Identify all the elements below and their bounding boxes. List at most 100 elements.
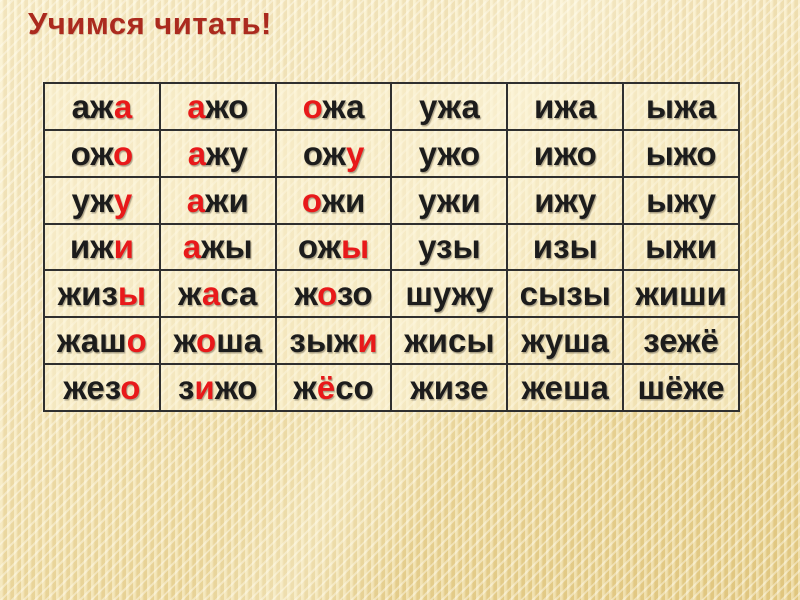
syllable-segment: иж xyxy=(69,228,114,266)
syllable-segment: о xyxy=(112,134,134,172)
syllable-cell: зижо xyxy=(158,363,277,412)
syllable-segment: а xyxy=(201,275,221,313)
syllable-segment: шёже xyxy=(637,369,725,407)
syllable-segment: а xyxy=(182,228,202,266)
syllable-segment: сызы xyxy=(519,275,611,313)
syllable-segment: со xyxy=(335,369,374,407)
syllable-segment: ж xyxy=(294,275,318,313)
syllable-segment: ы xyxy=(341,228,370,266)
syllable-table: ажа ажо ожа ужа ижа ыжа ожо ажу ожу ужо ижо ыжо ужу а… xyxy=(43,82,740,412)
table-row: ижи ажы ожы узы изы ыжи xyxy=(43,222,740,272)
syllable-segment: жи xyxy=(205,181,249,219)
syllable-segment: о xyxy=(301,181,322,219)
syllable-cell: ижи xyxy=(43,222,161,272)
syllable-cell: ужо xyxy=(390,128,509,178)
syllable-cell: ожы xyxy=(274,222,393,272)
syllable-cell: ыжу xyxy=(622,175,740,225)
syllable-cell: жиши xyxy=(622,269,740,319)
syllable-segment: о xyxy=(126,322,147,360)
table-row: жезо зижо жёсо жизе жеша шёже xyxy=(43,363,740,412)
syllable-segment: жуша xyxy=(521,322,610,360)
syllable-segment: о xyxy=(196,322,217,360)
syllable-segment: а xyxy=(187,87,206,125)
syllable-cell: ажа xyxy=(43,82,161,131)
syllable-segment: о xyxy=(302,87,323,125)
syllable-cell: изы xyxy=(506,222,625,272)
syllable-segment: узы xyxy=(418,228,481,266)
syllable-segment: жи xyxy=(321,181,366,219)
syllable-segment: изы xyxy=(532,228,598,266)
syllable-segment: а xyxy=(113,87,133,125)
syllable-segment: жы xyxy=(201,228,253,266)
syllable-cell: жизы xyxy=(43,269,161,319)
syllable-cell: ижа xyxy=(506,82,625,131)
syllable-cell: ужу xyxy=(43,175,161,225)
table-row: ожо ажу ожу ужо ижо ыжо xyxy=(43,128,740,178)
syllable-segment: ё xyxy=(316,369,336,407)
syllable-segment: шужу xyxy=(405,275,494,313)
syllable-segment: а xyxy=(186,181,206,219)
syllable-segment: ижо xyxy=(533,134,597,172)
syllable-segment: и xyxy=(113,228,134,266)
syllable-segment: жаш xyxy=(56,322,127,360)
syllable-cell: ожу xyxy=(274,128,393,178)
table-row: жашо жоша зыжи жисы жуша зежё xyxy=(43,316,740,366)
syllable-segment: о xyxy=(120,369,141,407)
syllable-segment: жисы xyxy=(404,322,495,360)
syllable-segment: жо xyxy=(205,87,249,125)
syllable-cell: ожо xyxy=(43,128,161,178)
syllable-segment: ож xyxy=(297,228,342,266)
syllable-cell: жаса xyxy=(158,269,277,319)
syllable-cell: ыжа xyxy=(622,82,740,131)
syllable-segment: ож xyxy=(302,134,346,172)
syllable-cell: жеша xyxy=(506,363,625,412)
syllable-segment: ужа xyxy=(418,87,480,125)
table-row: жизы жаса жозо шужу сызы жиши xyxy=(43,269,740,319)
syllable-segment: у xyxy=(345,134,365,172)
table-row: ужу ажи ожи ужи ижу ыжу xyxy=(43,175,740,225)
syllable-cell: зыжи xyxy=(274,316,393,366)
syllable-cell: жуша xyxy=(506,316,625,366)
syllable-segment: и xyxy=(194,369,215,407)
syllable-cell: ыжо xyxy=(622,128,740,178)
syllable-cell: жоша xyxy=(158,316,277,366)
syllable-segment: зежё xyxy=(643,322,719,360)
syllable-cell: ожи xyxy=(274,175,393,225)
syllable-segment: жо xyxy=(214,369,258,407)
syllable-segment: ижу xyxy=(534,181,597,219)
syllable-cell: зежё xyxy=(622,316,740,366)
syllable-segment: зыж xyxy=(289,322,358,360)
syllable-segment: о xyxy=(317,275,337,313)
syllable-segment: жиши xyxy=(635,275,727,313)
syllable-segment: ж xyxy=(173,322,197,360)
syllable-segment: са xyxy=(220,275,258,313)
syllable-segment: ж xyxy=(178,275,202,313)
syllable-segment: ыжи xyxy=(645,228,717,266)
syllable-table-body: ажа ажо ожа ужа ижа ыжа ожо ажу ожу ужо ижо ыжо ужу а… xyxy=(43,82,740,412)
syllable-segment: ужи xyxy=(418,181,481,219)
syllable-segment: ыжо xyxy=(645,134,717,172)
syllable-cell: сызы xyxy=(506,269,625,319)
table-row: ажа ажо ожа ужа ижа ыжа xyxy=(43,82,740,131)
syllable-segment: аж xyxy=(71,87,114,125)
syllable-cell: жисы xyxy=(390,316,509,366)
syllable-cell: жизе xyxy=(390,363,509,412)
syllable-segment: ижа xyxy=(534,87,597,125)
syllable-segment: жез xyxy=(63,369,121,407)
syllable-segment: жиз xyxy=(57,275,118,313)
syllable-cell: ужи xyxy=(390,175,509,225)
syllable-segment: а xyxy=(187,134,207,172)
syllable-segment: жеша xyxy=(521,369,609,407)
syllable-segment: и xyxy=(357,322,378,360)
syllable-cell: ижу xyxy=(506,175,625,225)
syllable-segment: ж xyxy=(293,369,317,407)
syllable-cell: шёже xyxy=(622,363,740,412)
syllable-cell: жёсо xyxy=(274,363,393,412)
syllable-segment: ша xyxy=(216,322,263,360)
syllable-segment: ыжу xyxy=(646,181,717,219)
syllable-segment: жу xyxy=(206,134,248,172)
syllable-segment: з xyxy=(178,369,195,407)
syllable-cell: шужу xyxy=(390,269,509,319)
syllable-segment: жа xyxy=(322,87,365,125)
